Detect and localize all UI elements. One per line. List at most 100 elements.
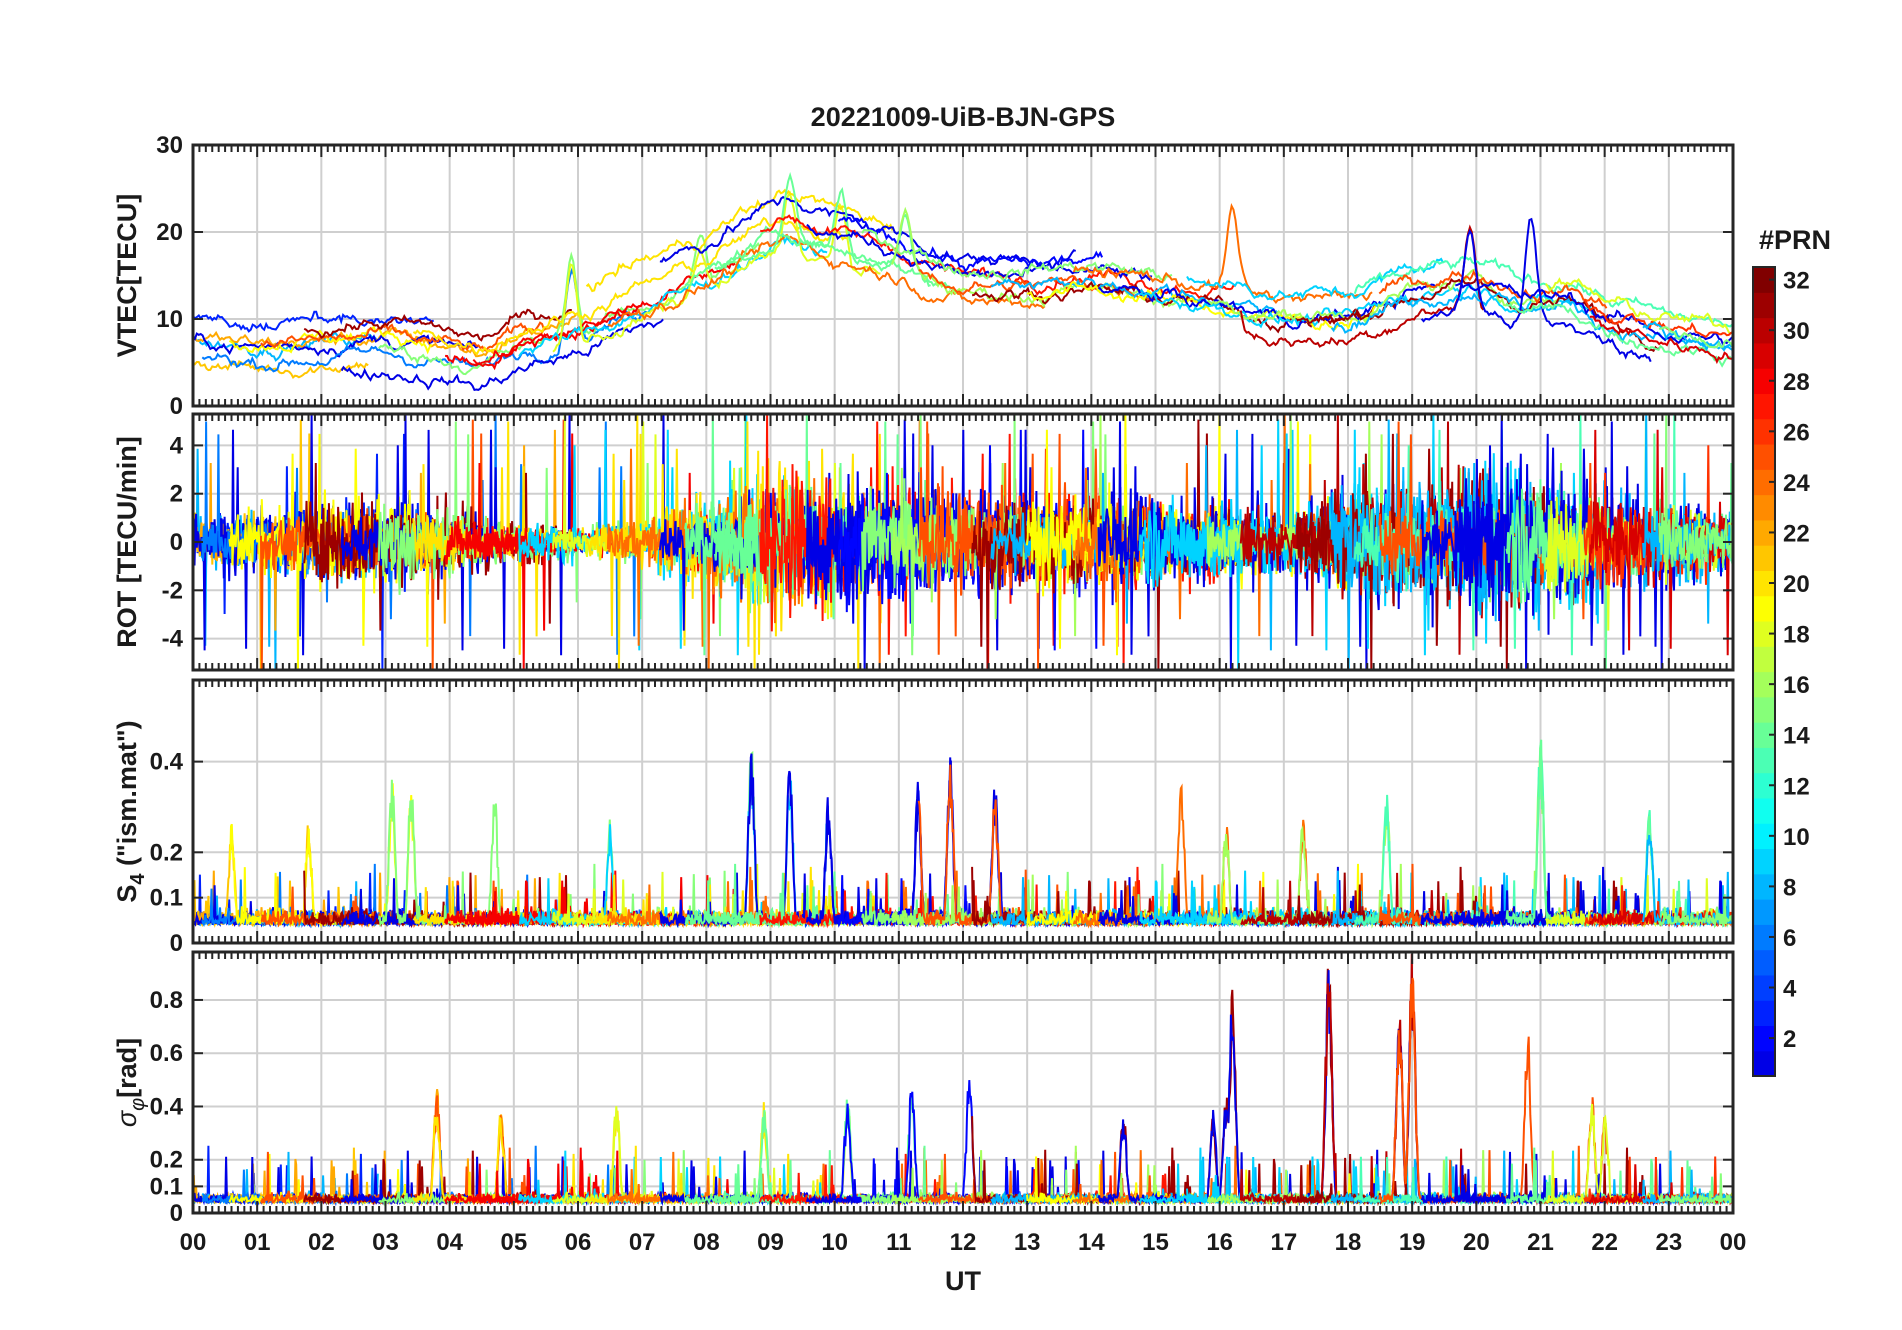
sigma-label-rest: [rad] [112,1038,142,1098]
vtec-series-prn-9 [1186,257,1444,301]
vtec-series-prn-8 [1642,321,1733,352]
colorbar-segment [1753,696,1775,723]
colorbar-segment [1753,848,1775,875]
vtec-series-prn-25 [1378,269,1608,309]
vtec-series-prn-13 [1353,255,1733,328]
x-tick-label: 06 [565,1229,592,1256]
colorbar-segment [1753,1025,1775,1052]
rot-series-prn-31 [303,462,574,631]
x-tick-label: 05 [500,1229,527,1256]
s4-series-prn-1 [805,760,1152,929]
sigma-phi-axis-label: σφ[rad] [112,1038,149,1127]
sigma-phi-series-prn-30 [1239,953,1486,1206]
colorbar-segment [1753,722,1775,748]
colorbar-segment [1753,747,1775,774]
vtec-series-prn-15 [1658,326,1733,349]
x-tick-label: 20 [1463,1229,1490,1256]
vtec-series-prn-31 [303,308,572,342]
colorbar-tick-label: 30 [1783,318,1810,345]
colorbar-tick-label: 10 [1783,824,1810,851]
s4-y-tick-label: 0 [170,930,183,957]
s4-y-tick-label: 0.1 [150,885,183,912]
vtec-series-prn-1 [1420,217,1652,363]
vtec-series-prn-24 [607,233,1046,328]
x-tick-label: 16 [1206,1229,1233,1256]
sigma-phi-y-tick-label: 0.6 [150,1040,183,1067]
colorbar-tick-label: 24 [1783,470,1810,497]
colorbar-tick-label: 26 [1783,419,1810,446]
colorbar-segment [1753,1000,1775,1027]
vtec-axis-label: VTEC[TECU] [112,194,142,358]
rot-y-tick-label: 4 [170,432,184,459]
x-tick-labels: 00 01 02 03 04 05 06 07 08 09 10 11 12 13 14 15 16 17 18 19… [180,1229,1747,1256]
x-tick-label: 22 [1591,1229,1618,1256]
vtec-series-prn-1 [193,332,479,358]
colorbar-segment [1753,949,1775,976]
colorbar-segment [1753,292,1775,319]
colorbar-segment [1753,267,1775,293]
colorbar-segment [1753,342,1775,369]
colorbar-tick-label: 28 [1783,369,1810,396]
colorbar-segment [1753,317,1775,344]
colorbar-frame [1752,266,1776,1077]
colorbar-segment [1753,393,1775,420]
colorbar-segment [1753,368,1775,395]
colorbar-segment [1753,519,1775,546]
colorbar-segment [1753,469,1775,496]
sigma-phi-series-prn-2 [837,1080,1104,1206]
vtec-series-prn-18 [552,190,881,353]
sigma-phi-panel: 00.10.2 0.4 0.6 0.8 [150,950,1735,1227]
s4-series-prn-30 [1240,872,1486,929]
s4-y-tick-label: 0.2 [150,839,183,866]
sigma-phi-y-tick-label: 0.8 [150,987,183,1014]
sigma-label-main: σ [112,1109,142,1127]
x-tick-label: 00 [180,1229,207,1256]
colorbar-tick-label: 6 [1783,925,1796,952]
x-tick-label: 11 [886,1229,911,1256]
colorbar-segment [1753,570,1775,597]
vtec-y-tick-label: 0 [170,393,183,420]
colorbar-tick-label: 12 [1783,773,1810,800]
vtec-series-prn-25 [260,321,547,352]
vtec-y-tick-label: 30 [156,132,183,159]
rot-panel: -4 -2 0 2 4 [162,412,1735,672]
rot-y-tick-label: -4 [162,626,184,653]
sigma-phi-y-tick-label: 0 [170,1200,183,1227]
s4-label-subscript: 4 [127,873,149,885]
vtec-series-prn-18 [1545,277,1733,335]
x-tick-label: 17 [1270,1229,1297,1256]
colorbar-tick-label: 20 [1783,571,1810,598]
colorbar-tick-label: 16 [1783,672,1810,699]
colorbar-segment [1753,1050,1775,1077]
vtec-series-prn-29 [1589,315,1733,365]
x-tick-label: 18 [1335,1229,1362,1256]
colorbar-segment [1753,823,1775,850]
x-tick-label: 00 [1720,1229,1747,1256]
x-tick-label: 01 [244,1229,271,1256]
x-axis-label: UT [945,1266,981,1296]
vtec-series-prn-24 [1072,202,1373,304]
sigma-label-subscript: φ [127,1098,149,1111]
vtec-series-prn-19 [228,325,433,355]
sigma-phi-y-tick-label: 0.4 [150,1093,184,1120]
x-tick-label: 07 [629,1229,656,1256]
colorbar-segment [1753,671,1775,698]
sigma-phi-y-tick-label: 0.1 [150,1173,183,1200]
vtec-series-prn-30 [1239,224,1485,348]
sigma-phi-series-prn-15 [1658,1173,1733,1206]
vtec-series-prn-19 [1026,280,1377,331]
x-tick-label: 21 [1527,1229,1554,1256]
vtec-series-prn-14 [1505,302,1733,368]
colorbar-segment [1753,797,1775,824]
colorbar-tick-label: 32 [1783,268,1810,295]
colorbar-segment [1753,545,1775,571]
vtec-series-prn-16 [1207,268,1560,324]
vtec-series-prn-1 [1455,281,1733,347]
colorbar-segment [1753,899,1775,925]
rot-y-tick-label: 0 [170,529,183,556]
colorbar-segment [1753,772,1775,799]
x-tick-label: 03 [372,1229,399,1256]
colorbar-segment [1753,924,1775,951]
s4-series-prn-19 [228,783,433,929]
s4-series-prn-15 [1658,894,1733,929]
